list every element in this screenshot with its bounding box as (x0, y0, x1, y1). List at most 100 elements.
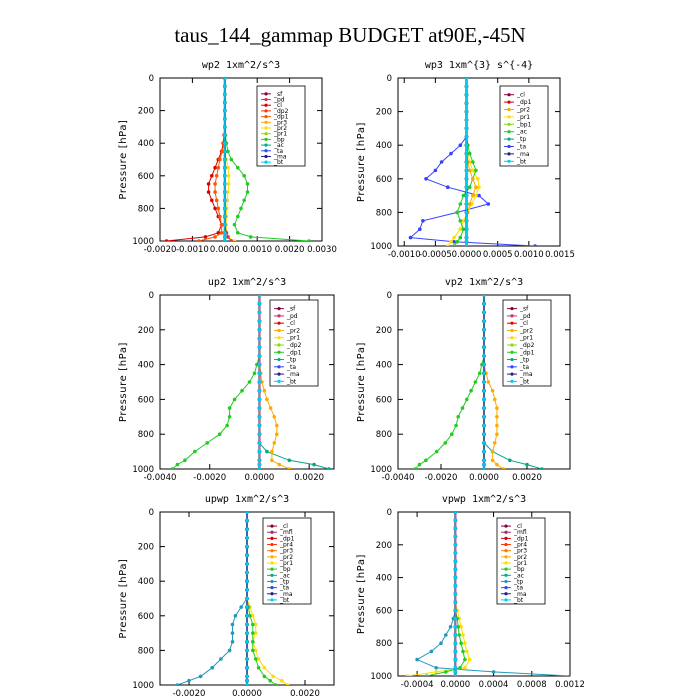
x-tick-label: -0.0020 (193, 473, 226, 483)
data-point (223, 92, 227, 97)
data-point (223, 182, 227, 186)
data-point (458, 143, 463, 147)
x-tick-label: 0.0005 (483, 250, 513, 260)
x-tick-label: -0.0020 (173, 689, 206, 699)
data-point (461, 649, 465, 654)
legend-marker (270, 542, 274, 547)
chart-panel-3: up2 1xm^2/s^3 Pressure [hPa] 0 200 400 600 800… (118, 277, 335, 483)
series-line-cl (166, 78, 226, 241)
data-point (262, 388, 267, 393)
legend-label: _dp1 (279, 535, 295, 542)
y-tick-label: 1000 (370, 242, 392, 252)
legend-marker (507, 107, 511, 112)
data-point (501, 467, 506, 469)
data-point (257, 397, 262, 402)
y-tick-label: 400 (138, 577, 154, 587)
legend-marker (507, 93, 511, 97)
legend-marker (510, 307, 514, 311)
data-point (270, 449, 274, 454)
data-point (458, 219, 463, 223)
y-tick-label: 800 (138, 204, 154, 214)
data-point (458, 227, 463, 231)
data-point (257, 449, 262, 454)
data-point (187, 678, 191, 683)
data-point (467, 657, 472, 662)
data-point (464, 177, 469, 181)
data-point (245, 190, 250, 194)
legend-marker (510, 343, 514, 347)
legend-marker (510, 328, 514, 333)
data-point (467, 168, 472, 173)
data-point (193, 449, 197, 454)
legend-marker (264, 126, 268, 130)
data-point (225, 423, 229, 428)
y-tick-label: 200 (376, 108, 392, 118)
data-point (452, 244, 456, 246)
data-point (467, 185, 472, 189)
data-point (257, 301, 262, 306)
data-point (274, 683, 278, 685)
legend-label: _dp1 (516, 99, 532, 106)
data-point (239, 605, 243, 609)
data-point (458, 235, 463, 240)
legend-label: _sf (519, 306, 529, 313)
legend-marker (510, 350, 514, 354)
data-point (226, 190, 230, 194)
data-point (434, 670, 439, 674)
legend-marker (264, 120, 268, 124)
data-point (213, 235, 217, 239)
data-point (287, 458, 292, 463)
data-point (223, 117, 227, 121)
y-axis-label: Pressure [hPa] (356, 122, 367, 202)
legend: _sf_pd_cl_pr2_pr1_dp2_dp1_tp_ta_ma_bt (269, 299, 319, 387)
data-point (223, 198, 227, 203)
x-tick-label: 0.0020 (512, 473, 542, 483)
legend-label: _bt (286, 378, 297, 385)
legend-label: _dp1 (513, 535, 529, 542)
legend-label: _pr1 (279, 560, 293, 567)
data-point (213, 206, 217, 211)
legend-label: _tp (516, 136, 526, 143)
data-point (456, 415, 461, 419)
data-point (287, 467, 292, 469)
data-point (446, 185, 450, 189)
data-point (227, 406, 232, 410)
data-point (493, 397, 497, 402)
data-point (464, 244, 469, 246)
data-point (453, 559, 458, 563)
legend-label: _bp1 (516, 121, 532, 128)
data-point (482, 336, 486, 341)
data-point (482, 449, 486, 454)
y-tick-label: 800 (376, 639, 392, 649)
legend-label: _mfl (513, 529, 527, 536)
data-point (465, 397, 469, 402)
y-tick-label: 200 (138, 107, 154, 117)
legend-marker (504, 573, 508, 577)
legend-marker (510, 321, 514, 325)
data-point (240, 388, 244, 393)
legend-marker (264, 160, 268, 164)
data-point (453, 608, 458, 613)
legend-label: _ma (286, 371, 300, 378)
x-tick-label: 0.0000 (469, 473, 499, 483)
legend-label: _ma (273, 153, 287, 160)
legend-marker (510, 314, 514, 318)
data-point (229, 157, 234, 162)
data-point (245, 527, 249, 532)
data-point (257, 423, 262, 428)
data-point (245, 665, 249, 670)
data-point (461, 227, 466, 231)
data-point (236, 231, 240, 235)
data-point (464, 151, 469, 156)
x-tick-label: -0.0004 (401, 680, 434, 690)
legend-label: _tp (513, 578, 523, 585)
data-point (245, 622, 249, 627)
data-point (257, 462, 262, 467)
legend-marker (277, 314, 281, 318)
data-point (453, 600, 458, 604)
legend-label: _bt (279, 597, 290, 604)
legend-label: _pr4 (513, 542, 527, 549)
data-point (219, 231, 224, 235)
y-axis-label: Pressure [hPa] (118, 558, 129, 638)
y-tick-label: 0 (387, 508, 392, 518)
